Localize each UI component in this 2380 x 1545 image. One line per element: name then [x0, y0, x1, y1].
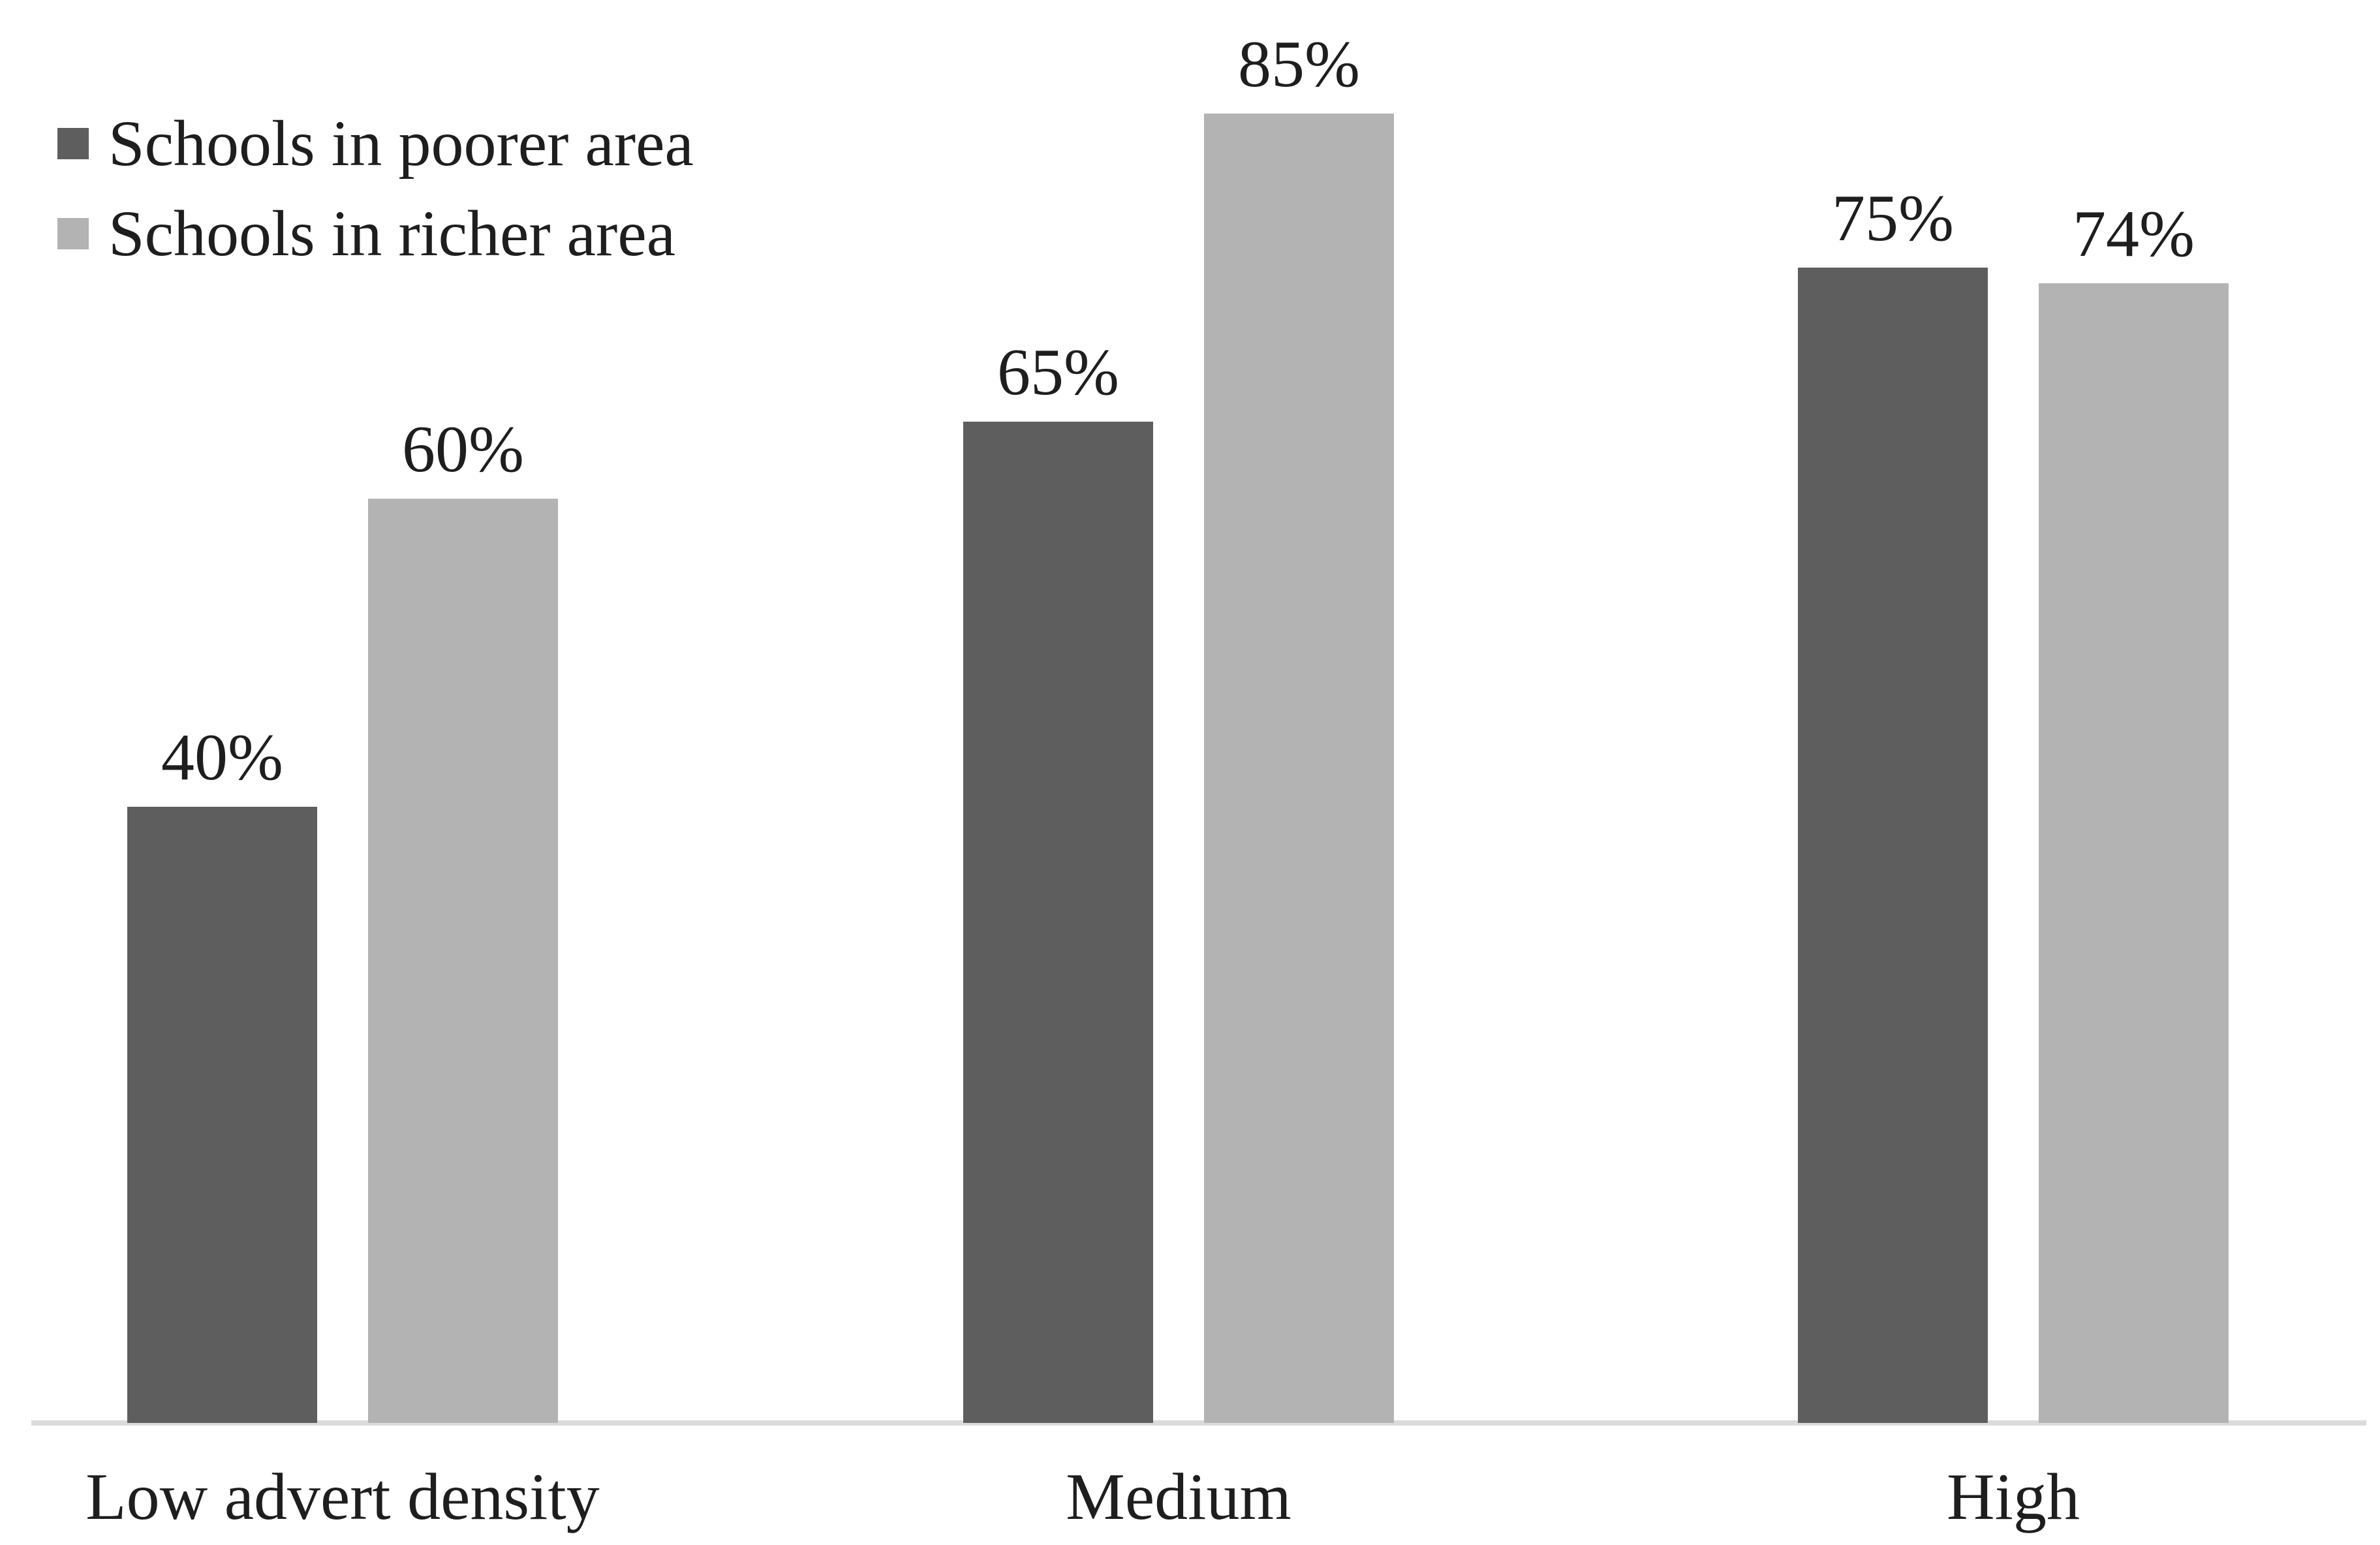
- chart-legend: Schools in poorer area Schools in richer…: [57, 102, 694, 275]
- value-label-high-schools-in-poorer-area: 75%: [1832, 181, 1954, 255]
- x-axis-label-medium: Medium: [1066, 1460, 1291, 1534]
- bar-medium-schools-in-poorer-area: [963, 422, 1153, 1423]
- legend-label-poorer-area: Schools in poorer area: [108, 107, 694, 179]
- bar-high-schools-in-poorer-area: [1798, 268, 1988, 1423]
- legend-label-richer-area: Schools in richer area: [108, 197, 676, 270]
- value-label-medium-schools-in-poorer-area: 65%: [997, 336, 1119, 409]
- legend-swatch-dark-icon: [57, 128, 89, 159]
- value-label-medium-schools-in-richer-area: 85%: [1238, 27, 1360, 101]
- x-axis-label-low-advert-density: Low advert density: [85, 1460, 600, 1534]
- legend-item-poorer-area: Schools in poorer area: [57, 102, 694, 185]
- value-label-low-advert-density-schools-in-poorer-area: 40%: [161, 721, 283, 794]
- bar-high-schools-in-richer-area: [2039, 283, 2229, 1423]
- legend-swatch-light-icon: [57, 218, 89, 249]
- value-label-high-schools-in-richer-area: 74%: [2073, 197, 2195, 271]
- legend-item-richer-area: Schools in richer area: [57, 192, 694, 275]
- x-axis-label-high: High: [1947, 1460, 2080, 1534]
- bar-low-advert-density-schools-in-richer-area: [368, 499, 558, 1423]
- bar-low-advert-density-schools-in-poorer-area: [127, 807, 317, 1423]
- value-label-low-advert-density-schools-in-richer-area: 60%: [402, 413, 524, 486]
- bar-medium-schools-in-richer-area: [1204, 114, 1394, 1423]
- x-axis-line: [31, 1420, 2366, 1426]
